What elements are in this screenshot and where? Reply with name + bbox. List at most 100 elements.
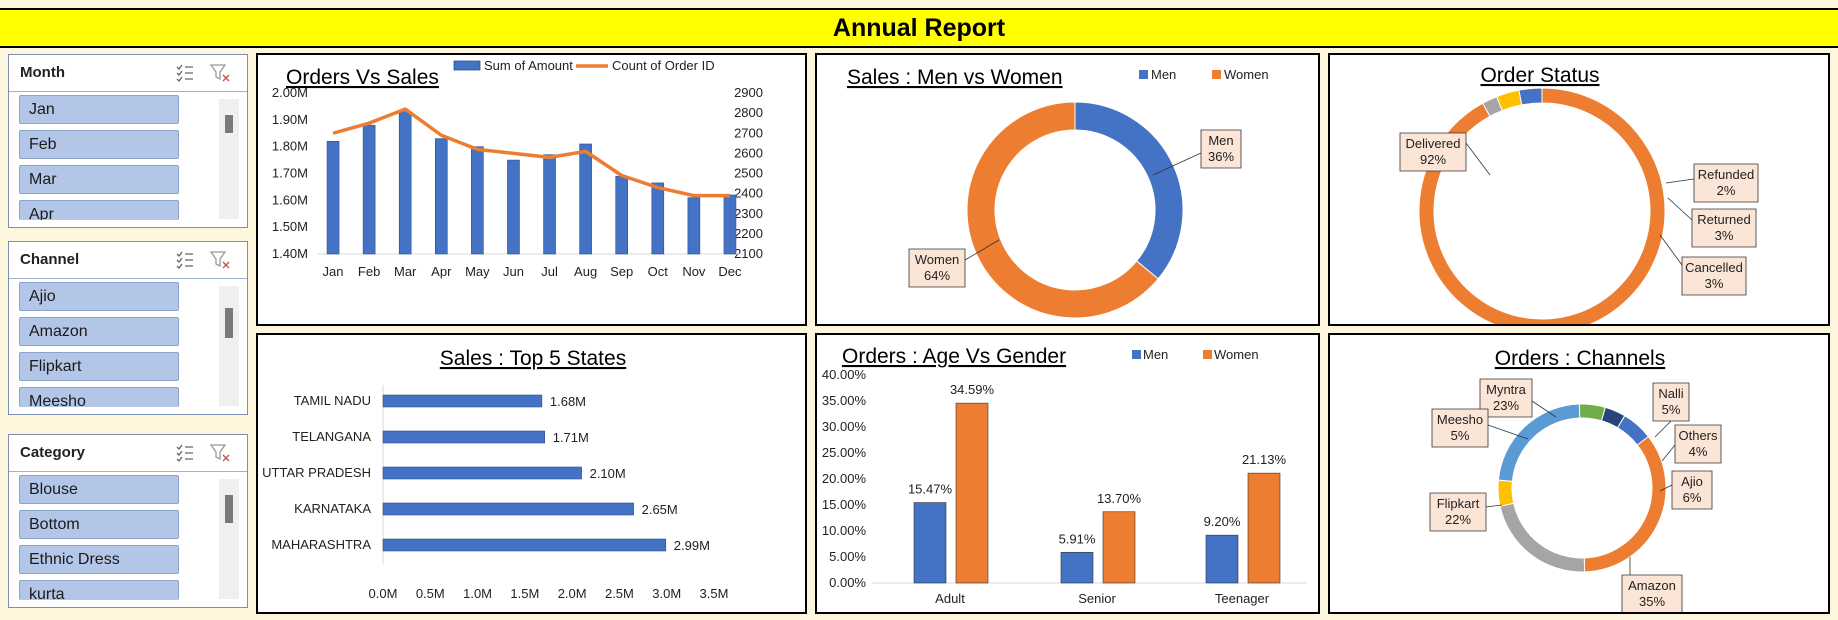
- category-slicer-header: Category: [9, 435, 247, 472]
- callout-pct-refunded: 2%: [1717, 183, 1736, 198]
- y-right-tick-label: 2200: [734, 226, 763, 241]
- callout-pct-flipkart: 22%: [1445, 512, 1471, 527]
- state-bar-karnataka: [382, 502, 634, 516]
- orders-vs-sales-panel: Orders Vs Sales Sum of Amount Count of Ord…: [256, 53, 807, 326]
- bar-value-label: 2.99M: [674, 538, 710, 553]
- callout-leader-others: [1661, 444, 1676, 462]
- slicer-item-apr[interactable]: Apr: [19, 200, 179, 220]
- clear-filter-icon[interactable]: [209, 64, 230, 82]
- clear-filter-icon[interactable]: [209, 251, 230, 269]
- slicer-item-bottom[interactable]: Bottom: [19, 510, 179, 539]
- y-right-tick-label: 2600: [734, 145, 763, 160]
- donut-slice-men: [1074, 101, 1184, 280]
- y-tick-label: 20.00%: [822, 471, 867, 486]
- bar-value-label: 13.70%: [1097, 491, 1142, 506]
- callout-pct-women: 64%: [924, 268, 950, 283]
- sales-bar-jan: [326, 141, 340, 255]
- x-tick-label: Aug: [574, 264, 597, 279]
- multi-select-icon[interactable]: [176, 64, 193, 82]
- slicer-item-blouse[interactable]: Blouse: [19, 475, 179, 504]
- callout-name-meesho: Meesho: [1437, 412, 1483, 427]
- callout-box-cancelled: [1681, 256, 1747, 296]
- chart-title: Sales : Men vs Women: [847, 66, 1063, 89]
- x-tick-label: Teenager: [1215, 591, 1270, 606]
- category-slicer-scrollbar[interactable]: [219, 479, 239, 599]
- slicer-item-ajio[interactable]: Ajio: [19, 282, 179, 311]
- sales-bar-dec: [723, 194, 737, 255]
- callout-leader-meesho: [1487, 424, 1529, 440]
- y-right-tick-label: 2700: [734, 125, 763, 140]
- bar-value-label: 34.59%: [950, 382, 995, 397]
- orders-channels-panel: Orders : Channels Myntra 23% Nalli 5% Others 4…: [1328, 333, 1830, 614]
- category-slicer-title: Category: [20, 444, 86, 461]
- callout-pct-amazon: 35%: [1639, 594, 1665, 609]
- x-tick-label: 2.5M: [605, 586, 634, 601]
- slicer-item-jan[interactable]: Jan: [19, 95, 179, 124]
- callout-pct-nalli: 5%: [1662, 402, 1681, 417]
- slicer-item-mar[interactable]: Mar: [19, 165, 179, 194]
- multi-select-icon[interactable]: [176, 251, 193, 269]
- clear-filter-icon[interactable]: [209, 444, 230, 462]
- callout-pct-ajio: 6%: [1683, 490, 1702, 505]
- callout-leader-women: [964, 239, 1000, 261]
- sales-bar-may: [471, 146, 484, 255]
- callout-box-men: [1200, 129, 1242, 169]
- slicer-item-kurta[interactable]: kurta: [19, 580, 179, 600]
- callout-box-returned: [1691, 208, 1757, 248]
- y-left-tick-label: 2.00M: [272, 85, 308, 100]
- sales-bar-oct: [651, 182, 665, 255]
- sales-men-women-panel: Sales : Men vs Women Men Women Men 36% Women 6…: [815, 53, 1320, 326]
- callout-pct-meesho: 5%: [1451, 428, 1470, 443]
- callout-name-ajio: Ajio: [1681, 474, 1703, 489]
- callout-leader-nalli: [1654, 420, 1672, 438]
- top5-states-chart: Sales : Top 5 States TAMIL NADU 1.68M TELAN…: [262, 347, 729, 601]
- sales-bar-jul: [543, 154, 556, 255]
- x-tick-label: Apr: [431, 264, 452, 279]
- callout-box-flipkart: [1429, 492, 1487, 532]
- channel-slicer-header: Channel: [9, 242, 247, 279]
- callout-pct-returned: 3%: [1715, 228, 1734, 243]
- y-right-tick-label: 2400: [734, 186, 763, 201]
- channel-slicer-scrollbar[interactable]: [219, 286, 239, 406]
- callout-name-nalli: Nalli: [1658, 386, 1683, 401]
- callout-pct-others: 4%: [1689, 444, 1708, 459]
- callout-box-nalli: [1652, 382, 1690, 422]
- slicer-item-flipkart[interactable]: Flipkart: [19, 352, 179, 381]
- order-status-panel: Order Status Delivered 92% Refunded 2% Return…: [1328, 53, 1830, 326]
- x-tick-label: Oct: [648, 264, 669, 279]
- y-right-tick-label: 2900: [734, 85, 763, 100]
- slicer-item-feb[interactable]: Feb: [19, 130, 179, 159]
- x-tick-label: Jun: [503, 264, 524, 279]
- report-title-bar: Annual Report: [0, 8, 1838, 48]
- callout-box-delivered: [1399, 132, 1467, 172]
- callout-leader-refunded: [1665, 178, 1695, 184]
- month-slicer-scrollbar[interactable]: [219, 99, 239, 219]
- multi-select-icon[interactable]: [176, 444, 193, 462]
- bar-value-label: 9.20%: [1204, 514, 1241, 529]
- slicer-item-ethnic-dress[interactable]: Ethnic Dress: [19, 545, 179, 574]
- y-tick-label: UTTAR PRADESH: [262, 465, 371, 480]
- callout-leader-men: [1152, 152, 1202, 176]
- month-slicer: Month Jan Feb Mar Apr: [8, 54, 248, 228]
- slicer-item-amazon[interactable]: Amazon: [19, 317, 179, 346]
- callout-pct-men: 36%: [1208, 149, 1234, 164]
- x-tick-label: 0.5M: [416, 586, 445, 601]
- sales-bar-sep: [615, 175, 629, 255]
- chart-title: Sales : Top 5 States: [440, 347, 626, 370]
- x-tick-label: 3.5M: [700, 586, 729, 601]
- chart-title: Orders : Channels: [1495, 347, 1665, 370]
- callout-name-men: Men: [1208, 133, 1233, 148]
- callout-box-women: [908, 248, 966, 288]
- slicer-item-meesho[interactable]: Meesho: [19, 387, 179, 407]
- donut-slice-amazon: [1583, 435, 1667, 573]
- x-tick-label: 3.0M: [652, 586, 681, 601]
- sales-bar-aug: [579, 143, 592, 255]
- state-bar-tamil-nadu: [382, 394, 543, 408]
- y-tick-label: 25.00%: [822, 445, 867, 460]
- x-tick-label: Nov: [682, 264, 706, 279]
- orders-channels-chart: Orders : ChannelsMyntra23%Nalli5%Others4…: [1429, 347, 1722, 612]
- bar-senior-men: [1060, 551, 1094, 584]
- callout-leader-returned: [1667, 197, 1693, 221]
- donut-slice-nalli: [1578, 403, 1607, 422]
